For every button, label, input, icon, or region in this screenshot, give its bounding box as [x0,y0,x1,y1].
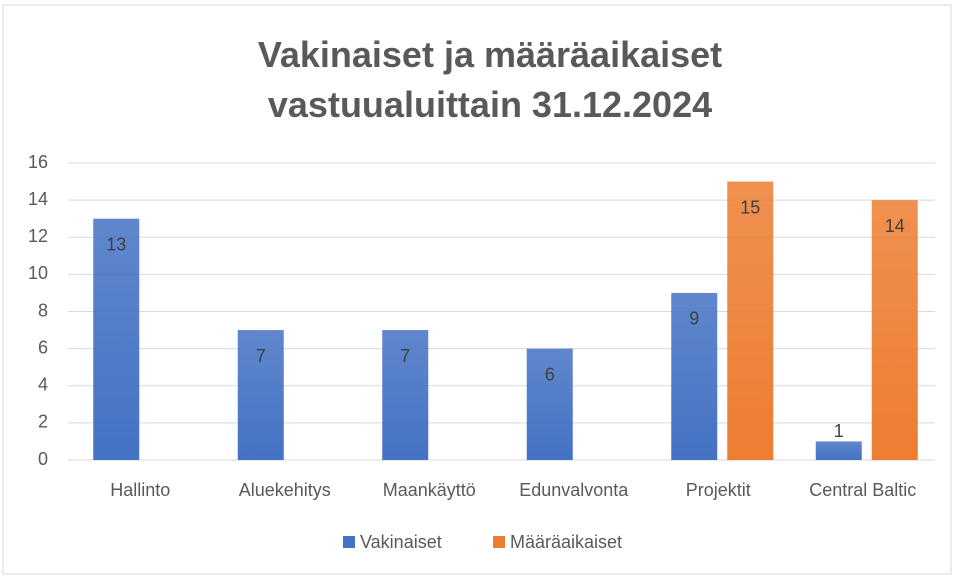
chart-frame [2,4,952,575]
y-tick-label: 4 [38,375,48,395]
y-tick-label: 10 [28,263,48,283]
x-tick-label: Aluekehitys [239,480,331,500]
data-label: 14 [885,216,905,236]
x-tick-label: Central Baltic [809,480,916,500]
bar [671,292,718,460]
y-tick-label: 0 [38,449,48,469]
y-tick-label: 16 [28,152,48,172]
x-tick-label: Projektit [686,480,751,500]
data-label: 1 [834,421,844,441]
y-tick-label: 14 [28,189,48,209]
legend-swatch [343,536,355,548]
chart-title: Vakinaiset ja määräaikaiset vastuualuitt… [257,34,723,125]
x-tick-label: Hallinto [110,480,170,500]
x-tick-label: Edunvalvonta [519,480,629,500]
y-tick-label: 8 [38,300,48,320]
data-label: 6 [545,364,555,384]
data-label: 15 [740,197,760,217]
data-label: 9 [689,309,699,329]
data-label: 13 [106,234,126,254]
legend-label: Vakinaiset [360,532,442,552]
bar [382,330,429,460]
bar [871,200,918,460]
bar [237,330,284,460]
data-label: 7 [400,346,410,366]
bar [526,348,573,460]
y-tick-label: 6 [38,337,48,357]
legend-swatch [493,536,505,548]
y-tick-label: 2 [38,412,48,432]
bar [93,218,140,460]
data-label: 7 [256,346,266,366]
y-tick-label: 12 [28,226,48,246]
bar [815,441,862,460]
legend-label: Määräaikaiset [510,532,622,552]
bar [727,181,774,460]
x-tick-label: Maankäyttö [383,480,476,500]
